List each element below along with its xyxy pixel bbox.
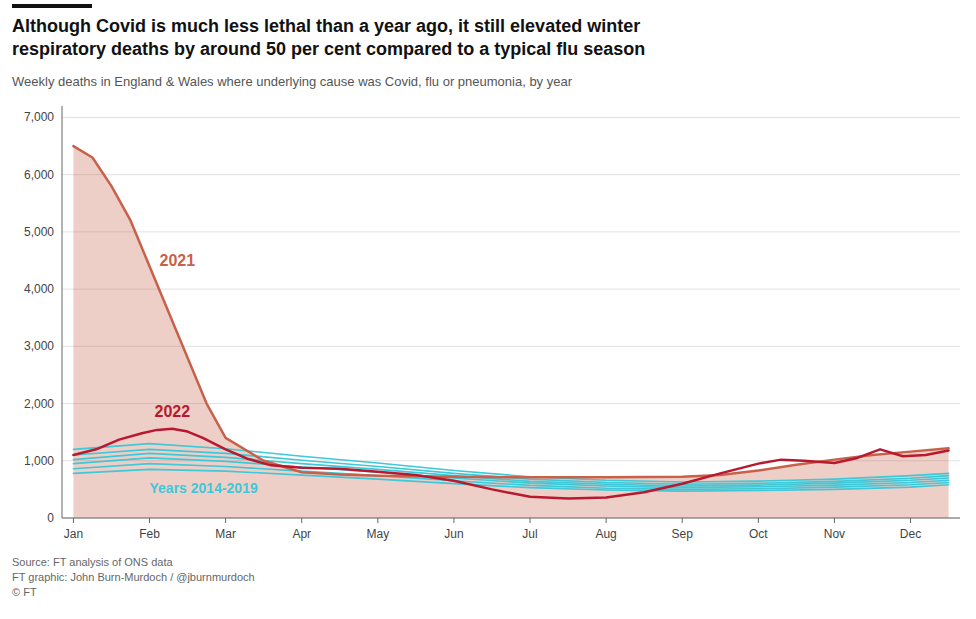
- x-tick: [910, 518, 911, 523]
- x-tick-label: May: [366, 527, 389, 541]
- grid-line: [62, 174, 960, 175]
- x-tick-label: Oct: [749, 527, 768, 541]
- x-tick: [377, 518, 378, 523]
- x-tick-label: Aug: [595, 527, 616, 541]
- subtitle: Weekly deaths in England & Wales where u…: [12, 74, 573, 89]
- y-tick-label: 5,000: [24, 225, 54, 239]
- text-line: Although Covid is much less lethal than …: [12, 16, 640, 36]
- y-tick-label: 1,000: [24, 454, 54, 468]
- x-tick: [530, 518, 531, 523]
- x-tick: [301, 518, 302, 523]
- x-tick-label: Jul: [522, 527, 537, 541]
- labels: 2021 2022 Years 2014-2019: [150, 252, 258, 496]
- text-line: respiratory deaths by around 50 per cent…: [12, 39, 645, 59]
- axes: 0 1,000 2,000 3,000 4,000 5,000 6,000 7,000 Jan F…: [24, 106, 960, 541]
- grid-line: [62, 231, 960, 232]
- y-tick-label: 3,000: [24, 339, 54, 353]
- annotation: Years 2014-2019: [150, 480, 258, 496]
- header-rule: [12, 4, 92, 8]
- text-line: © FT: [12, 586, 37, 598]
- x-tick-label: Nov: [824, 527, 845, 541]
- x-tick: [758, 518, 759, 523]
- text-line: FT graphic: John Burn-Murdoch / @jburnmu…: [12, 571, 255, 583]
- series-label: 2022: [155, 403, 191, 420]
- y-tick-label: 4,000: [24, 282, 54, 296]
- y-tick-label: 0: [47, 511, 54, 525]
- x-tick: [682, 518, 683, 523]
- text-line: Source: FT analysis of ONS data: [12, 556, 173, 568]
- y-tick-label: 6,000: [24, 168, 54, 182]
- x-tick: [225, 518, 226, 523]
- x-tick: [149, 518, 150, 523]
- x-tick-label: Jan: [64, 527, 83, 541]
- x-tick-label: Dec: [900, 527, 921, 541]
- marks: [73, 146, 948, 518]
- x-tick-label: Feb: [139, 527, 160, 541]
- grid-line: [62, 289, 960, 290]
- source: Source: FT analysis of ONS data FT graphi…: [12, 556, 255, 598]
- x-tick: [453, 518, 454, 523]
- y-tick-label: 2,000: [24, 397, 54, 411]
- series-line: [73, 429, 948, 499]
- grid-line: [62, 346, 960, 347]
- title: Although Covid is much less lethal than …: [12, 16, 645, 59]
- y-tick-label: 7,000: [24, 110, 54, 124]
- x-tick-label: Apr: [292, 527, 311, 541]
- area-line: [73, 146, 948, 477]
- chart: Although Covid is much less lethal than …: [0, 0, 976, 619]
- area-fill: [73, 146, 948, 518]
- x-tick-label: Mar: [215, 527, 236, 541]
- grid-line: [62, 117, 960, 118]
- y-axis-line: [62, 106, 63, 518]
- chart-container: Although Covid is much less lethal than …: [0, 0, 976, 619]
- x-tick: [606, 518, 607, 523]
- x-tick: [73, 518, 74, 523]
- x-tick: [834, 518, 835, 523]
- series-label: 2021: [160, 252, 196, 269]
- x-tick-label: Jun: [444, 527, 463, 541]
- x-tick-label: Sep: [672, 527, 694, 541]
